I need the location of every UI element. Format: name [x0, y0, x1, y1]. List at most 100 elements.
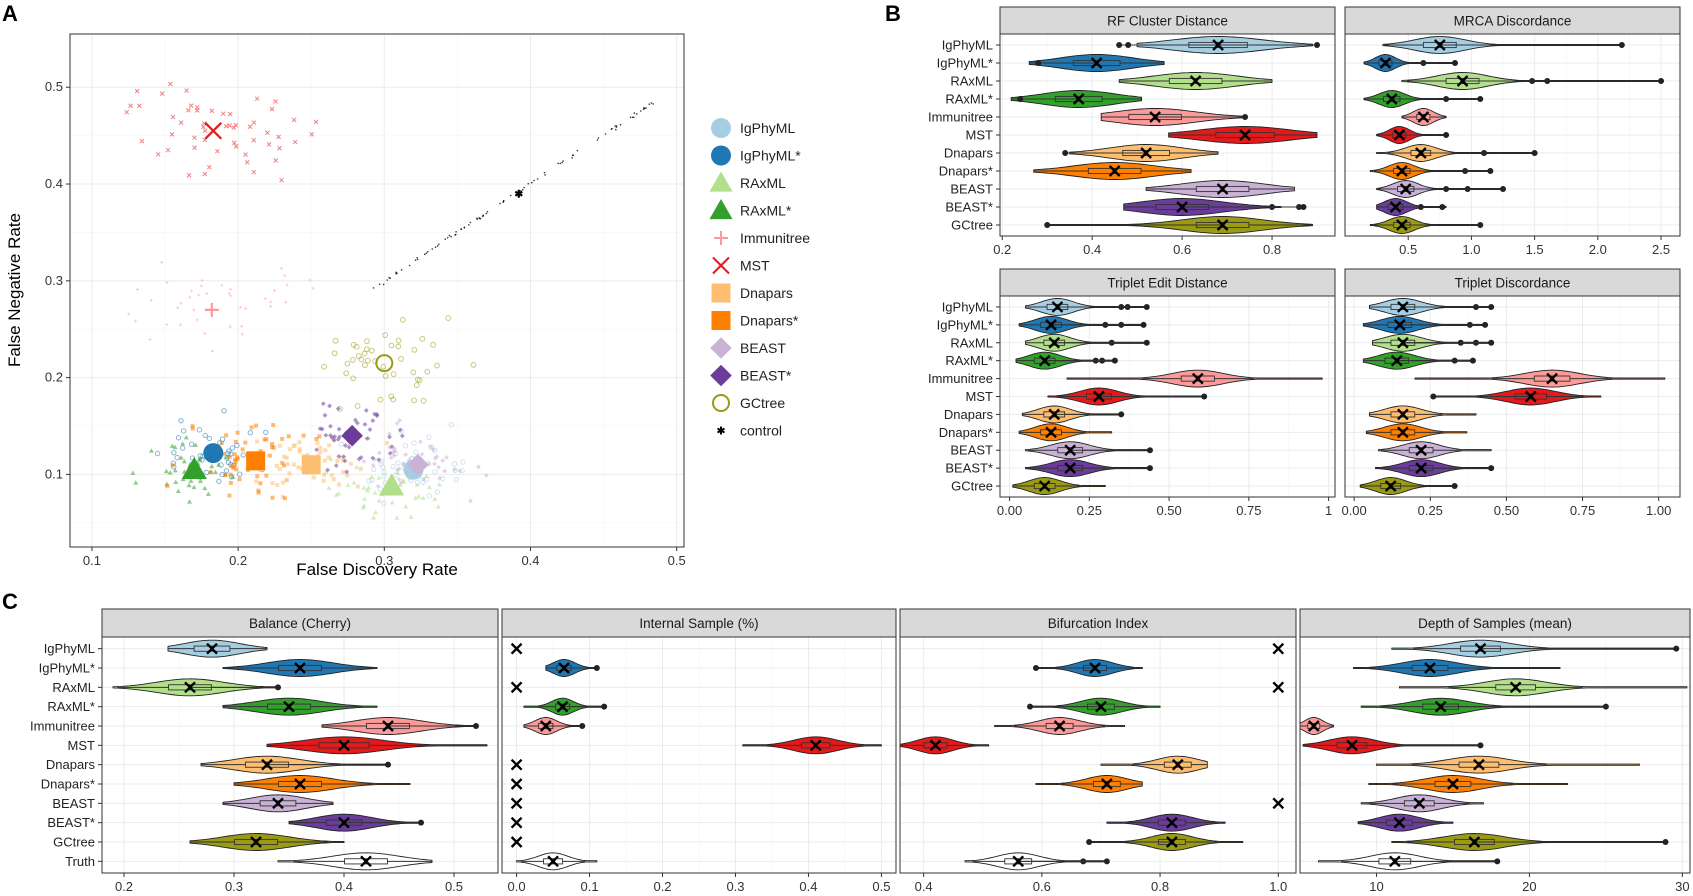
scatter-point: [388, 455, 394, 461]
outlier-point: [1143, 303, 1150, 310]
scatter-point: [414, 376, 421, 383]
mean-x-marker: [1189, 75, 1202, 87]
scatter-point: [134, 319, 137, 323]
outlier-point: [1143, 339, 1150, 346]
scatter-point: [269, 300, 273, 304]
mean-x-marker: [1051, 301, 1064, 313]
scatter-point: [428, 444, 434, 450]
violin-beast: [1025, 441, 1153, 460]
mean-x-marker: [1108, 165, 1121, 177]
violin-raxml-star: [1010, 90, 1143, 108]
scatter-point: [399, 433, 405, 439]
control-point: [423, 253, 426, 256]
scatter-point: [370, 418, 376, 424]
scatter-point: [335, 458, 340, 463]
facet-title: Depth of Samples (mean): [1418, 616, 1572, 631]
scatter-point: [389, 444, 395, 450]
scatter-point: [460, 459, 466, 465]
control-point: [652, 103, 655, 105]
scatter-point: [370, 455, 376, 461]
scatter-point: [329, 473, 334, 478]
x-axis-title: False Discovery Rate: [296, 560, 458, 579]
control-point: [615, 126, 618, 128]
scatter-point: [346, 444, 352, 450]
violin-mst: [1430, 387, 1602, 406]
mean-x-marker: [547, 855, 559, 868]
mean-x-marker: [1415, 444, 1427, 457]
violin-truth: [277, 852, 433, 871]
scatter-point: [229, 464, 234, 469]
scatter-point: [437, 475, 443, 481]
scatter-point: [175, 488, 181, 494]
scatter-point: [362, 362, 368, 369]
scatter-point: [251, 137, 257, 143]
control-point: [476, 217, 478, 220]
scatter-point: [344, 360, 351, 367]
scatter-point: [188, 441, 195, 447]
violin-dnapars-star: [1365, 423, 1468, 442]
scatter-point: [197, 293, 201, 297]
x-tick-label: 0.00: [1341, 503, 1366, 518]
scatter-point: [328, 432, 333, 438]
category-label-dnapars: Dnapars: [46, 757, 96, 772]
x-tick-label: 0.00: [997, 503, 1022, 518]
mean-x-marker: [1397, 426, 1409, 439]
scatter-point: [159, 91, 165, 96]
x-tick-label: 2.0: [1589, 242, 1607, 257]
violin-truth: [1317, 852, 1501, 871]
scatter-point: [205, 292, 209, 295]
mean-marker-beast-star: [341, 424, 363, 447]
outlier-point: [1032, 665, 1039, 671]
scatter-point: [203, 332, 207, 335]
outlier-point: [1469, 357, 1476, 364]
scatter-point: [227, 454, 232, 459]
mean-x-marker: [1045, 426, 1057, 439]
control-point: [485, 212, 488, 215]
outlier-point: [1531, 150, 1538, 156]
violin-raxml: [1025, 333, 1150, 352]
outlier-point: [1017, 96, 1024, 102]
scatter-point: [419, 335, 426, 342]
scatter-point: [270, 442, 275, 447]
scatter-point: [364, 338, 370, 345]
mean-marker-dnapars-star: [246, 451, 266, 471]
scatter-point: [325, 467, 331, 473]
category-label-igphyml: IgPhyML: [942, 299, 993, 314]
scatter-point: [364, 487, 371, 493]
violin-beast-star: [1123, 198, 1307, 216]
legend-label-mst: MST: [740, 258, 770, 274]
scatter-point: [317, 434, 322, 439]
violin-truth: [964, 852, 1110, 871]
control-point: [561, 161, 563, 164]
mean-x-marker: [283, 700, 295, 713]
outlier-point: [1430, 393, 1437, 400]
legend-key-immunitree: [714, 231, 728, 245]
violin-beast: [1376, 180, 1507, 198]
mean-x-marker: [1415, 462, 1427, 474]
control-point: [521, 189, 524, 191]
legend-key-beast-star: [710, 364, 732, 387]
scatter-point: [256, 490, 261, 495]
scatter-point: [228, 287, 232, 291]
violin-raxml: [1118, 72, 1273, 90]
scatter-point: [154, 450, 161, 457]
violin-raxml-star: [1360, 697, 1609, 716]
scatter-point: [326, 485, 332, 490]
scatter-point: [271, 445, 276, 450]
violin-raxml-star: [1362, 351, 1476, 370]
scatter-point: [247, 429, 254, 436]
scatter-point: [280, 494, 285, 499]
scatter-point: [194, 108, 200, 113]
violin-immunitree: [1100, 108, 1249, 126]
scatter-point: [366, 478, 372, 484]
mean-x-marker: [1216, 219, 1229, 231]
control-point: [559, 162, 562, 165]
control-point: [386, 279, 389, 281]
scatter-point: [470, 362, 477, 368]
scatter-point: [167, 470, 173, 475]
scatter-point: [361, 496, 368, 501]
scatter-x-ticks: 0.1 0.2 0.3 0.4 0.5: [83, 547, 686, 568]
scatter-point: [426, 493, 433, 499]
scatter-point: [297, 449, 302, 454]
scatter-point: [269, 304, 272, 308]
